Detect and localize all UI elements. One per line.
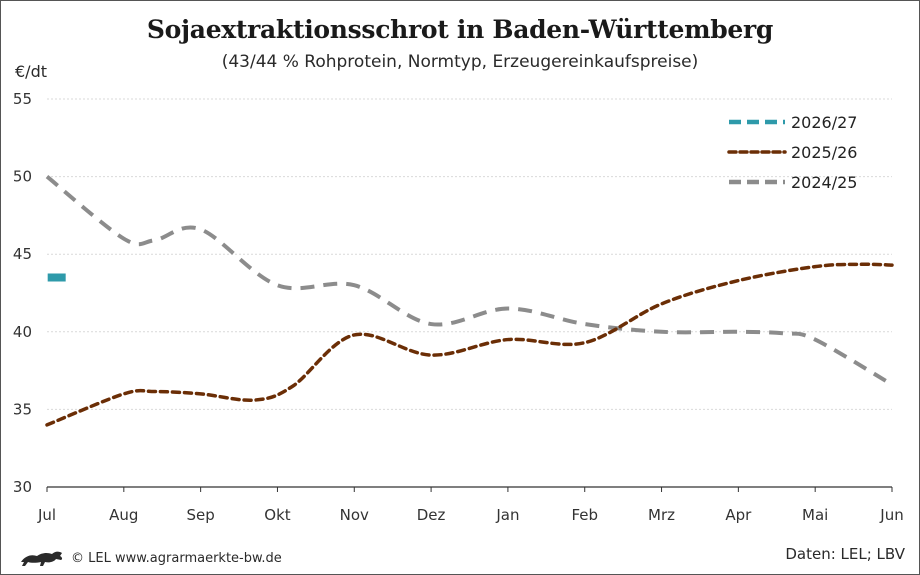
- legend-label: 2024/25: [791, 173, 857, 192]
- footer-credit: © LEL www.agrarmaerkte-bw.de: [19, 548, 282, 568]
- y-tick-label: 40: [13, 323, 32, 341]
- x-tick-label: Jul: [37, 506, 56, 524]
- x-tick-label: Mai: [802, 506, 828, 524]
- y-tick-label: 30: [13, 478, 32, 496]
- series-2024-25-line: [45, 175, 894, 387]
- x-tick-label: Jan: [495, 506, 519, 524]
- legend-label: 2025/26: [791, 143, 857, 162]
- y-tick-label: 45: [13, 245, 32, 263]
- legend-label: 2026/27: [791, 113, 857, 132]
- series-2025-26-line: [45, 262, 894, 427]
- data-source: Daten: LEL; LBV: [785, 545, 905, 563]
- y-tick-label: 50: [13, 168, 32, 186]
- x-tick-label: Okt: [264, 506, 290, 524]
- legend: 2026/27 2025/26 2024/25: [727, 113, 857, 192]
- copyright-text: © LEL www.agrarmaerkte-bw.de: [71, 550, 282, 566]
- gridlines: [47, 98, 892, 410]
- y-axis-unit: €/dt: [15, 62, 47, 81]
- x-tick-label: Aug: [109, 506, 138, 524]
- x-tick-label: Mrz: [648, 506, 675, 524]
- lion-icon: [21, 551, 63, 566]
- x-tick-label: Apr: [725, 506, 752, 524]
- x-tick-label: Jun: [879, 506, 903, 524]
- x-tick-label: Sep: [186, 506, 214, 524]
- x-tick-label: Dez: [417, 506, 446, 524]
- axes: 30 35 40 45 50 55 Jul Aug Sep Okt Nov Dez Jan Feb Mrz A…: [13, 90, 904, 524]
- chart-subtitle: (43/44 % Rohprotein, Normtyp, Erzeugerei…: [221, 52, 699, 72]
- chart-title: Sojaextraktionsschrot in Baden-Württembe…: [146, 15, 774, 44]
- x-tick-label: Nov: [340, 506, 369, 524]
- y-tick-label: 55: [13, 90, 32, 108]
- x-tick-label: Feb: [571, 506, 598, 524]
- series-lines: [45, 175, 894, 427]
- y-tick-label: 35: [13, 400, 32, 418]
